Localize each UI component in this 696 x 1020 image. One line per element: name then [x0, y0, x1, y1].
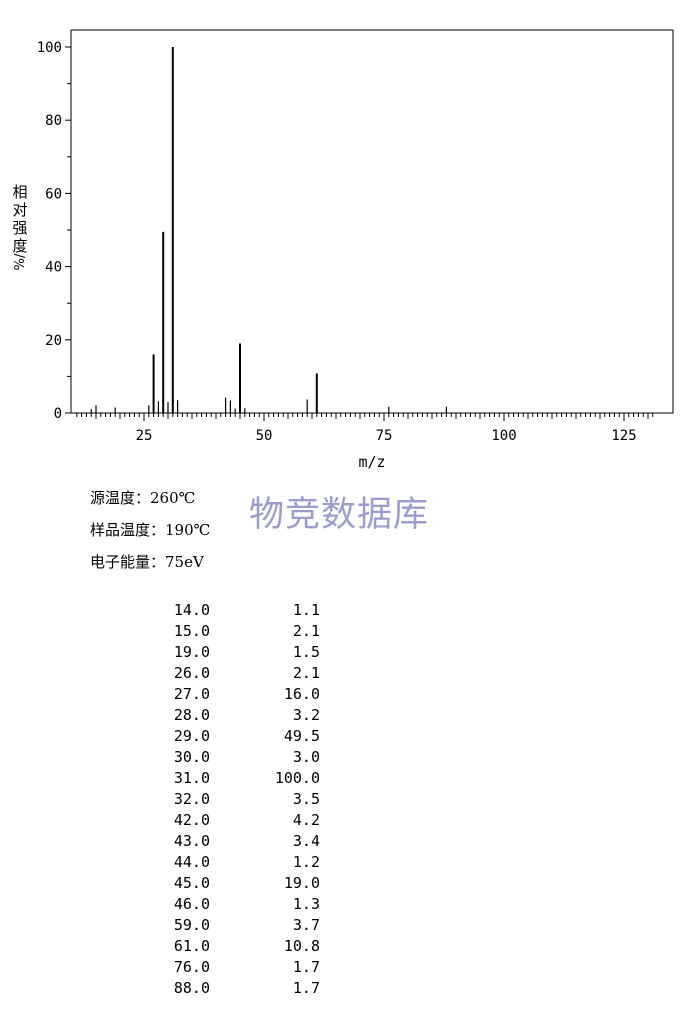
mz-value: 15.0: [173, 622, 210, 640]
table-row: 27.0 16.0: [150, 684, 320, 705]
y-axis-label: 相 对 强 度 %/: [12, 183, 28, 270]
x-tick-label: 50: [256, 428, 273, 444]
x-minor-ticks: [76, 413, 654, 421]
intensity-value: 1.1: [292, 601, 320, 619]
y-tick-label: 40: [45, 260, 62, 276]
mz-value: 28.0: [173, 706, 210, 724]
table-row: 46.0 1.3: [150, 894, 320, 915]
x-tick-label: 75: [376, 428, 393, 444]
y-tick-label: 60: [45, 186, 62, 202]
table-row: 88.0 1.7: [150, 978, 320, 999]
table-row: 19.0 1.5: [150, 642, 320, 663]
watermark: 物竞数据库: [249, 495, 430, 535]
y-axis: 0 20 40 60 80 100: [37, 40, 62, 422]
mz-value: 45.0: [173, 874, 210, 892]
y-tick-label: 80: [45, 113, 62, 129]
table-row: 45.0 19.0: [150, 873, 320, 894]
mz-value: 43.0: [173, 832, 210, 850]
x-axis: 25 50 75 100 125: [136, 428, 637, 444]
mz-value: 14.0: [173, 601, 210, 619]
y-minor-ticks: [65, 46, 71, 414]
mz-value: 46.0: [173, 895, 210, 913]
mz-value: 26.0: [173, 664, 210, 682]
x-tick-label: 125: [611, 428, 636, 444]
table-row: 15.0 2.1: [150, 621, 320, 642]
y-tick-label: 100: [37, 40, 62, 56]
intensity-value: 10.8: [283, 937, 320, 955]
mz-value: 19.0: [173, 643, 210, 661]
table-row: 31.0 100.0: [150, 768, 320, 789]
y-tick-label: 0: [54, 406, 62, 422]
intensity-value: 2.1: [292, 622, 320, 640]
electron-energy: 电子能量：75eV: [90, 553, 204, 571]
intensity-value: 2.1: [292, 664, 320, 682]
mz-value: 76.0: [173, 958, 210, 976]
intensity-value: 3.7: [292, 916, 320, 934]
table-row: 32.0 3.5: [150, 789, 320, 810]
intensity-value: 100.0: [274, 769, 320, 787]
table-row: 43.0 3.4: [150, 831, 320, 852]
y-axis-label-char-1: 相: [12, 183, 27, 201]
intensity-value: 49.5: [283, 727, 320, 745]
intensity-value: 3.2: [292, 706, 320, 724]
peak-table: 14.0 1.1 15.0 2.1 19.0 1.5 26.0 2.1 27.0 16.0 28.0…: [150, 600, 320, 999]
mz-value: 42.0: [173, 811, 210, 829]
intensity-value: 16.0: [283, 685, 320, 703]
x-axis-label: m/z: [358, 453, 385, 471]
y-axis-label-char-2: 对: [12, 201, 27, 219]
intensity-value: 1.5: [292, 643, 320, 661]
table-row: 14.0 1.1: [150, 600, 320, 621]
table-row: 30.0 3.0: [150, 747, 320, 768]
mz-value: 61.0: [173, 937, 210, 955]
intensity-value: 3.4: [292, 832, 320, 850]
intensity-value: 4.2: [292, 811, 320, 829]
mass-spectrum-chart: 25 50 75 100 125 0 20 40 60 80 100 m/z 相 对 强 度 %/: [12, 29, 674, 471]
mz-value: 44.0: [173, 853, 210, 871]
x-tick-label: 100: [491, 428, 516, 444]
table-row: 44.0 1.2: [150, 852, 320, 873]
peak-bars: [90, 47, 447, 413]
table-row: 42.0 4.2: [150, 810, 320, 831]
x-tick-label: 25: [136, 428, 153, 444]
table-row: 59.0 3.7: [150, 915, 320, 936]
intensity-value: 1.3: [292, 895, 320, 913]
intensity-value: 1.2: [292, 853, 320, 871]
mz-value: 31.0: [173, 769, 210, 787]
y-axis-label-char-4: 度: [12, 237, 27, 255]
source-temperature: 源温度：260℃: [90, 489, 196, 507]
intensity-value: 3.0: [292, 748, 320, 766]
y-tick-label: 20: [45, 333, 62, 349]
table-row: 29.0 49.5: [150, 726, 320, 747]
table-row: 76.0 1.7: [150, 957, 320, 978]
intensity-value: 19.0: [283, 874, 320, 892]
mz-value: 27.0: [173, 685, 210, 703]
y-axis-label-char-3: 强: [12, 219, 27, 237]
mz-value: 59.0: [173, 916, 210, 934]
y-axis-label-unit: %/: [13, 253, 28, 270]
mz-value: 29.0: [173, 727, 210, 745]
plot-frame: [70, 29, 674, 414]
intensity-value: 1.7: [292, 979, 320, 997]
intensity-value: 3.5: [292, 790, 320, 808]
mz-value: 32.0: [173, 790, 210, 808]
table-row: 28.0 3.2: [150, 705, 320, 726]
sample-temperature: 样品温度：190℃: [90, 521, 211, 539]
intensity-value: 1.7: [292, 958, 320, 976]
mz-value: 88.0: [173, 979, 210, 997]
mz-value: 30.0: [173, 748, 210, 766]
table-row: 26.0 2.1: [150, 663, 320, 684]
table-row: 61.0 10.8: [150, 936, 320, 957]
